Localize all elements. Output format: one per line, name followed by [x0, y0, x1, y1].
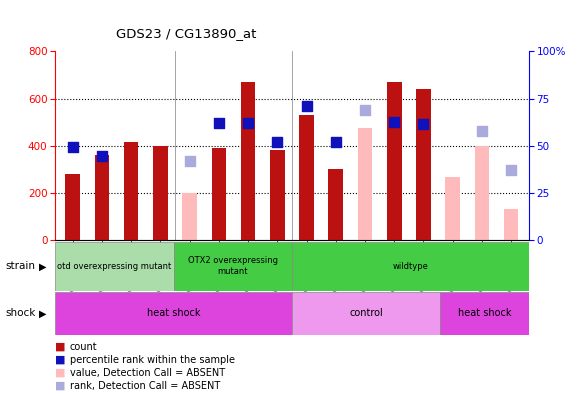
Text: ■: ■: [55, 381, 66, 391]
Bar: [328, 169, 343, 240]
Text: ▶: ▶: [39, 261, 46, 271]
Bar: [416, 89, 431, 240]
Bar: [440, 292, 529, 335]
Text: heat shock: heat shock: [458, 308, 511, 318]
Point: [507, 167, 516, 173]
Bar: [124, 142, 138, 240]
Text: percentile rank within the sample: percentile rank within the sample: [70, 354, 235, 365]
Point: [214, 120, 224, 126]
Text: shock: shock: [6, 308, 36, 318]
Point: [331, 139, 340, 145]
Bar: [241, 82, 256, 240]
Bar: [174, 242, 292, 291]
Bar: [66, 174, 80, 240]
Bar: [504, 209, 518, 240]
Text: value, Detection Call = ABSENT: value, Detection Call = ABSENT: [70, 367, 225, 378]
Point: [243, 120, 253, 126]
Text: control: control: [349, 308, 383, 318]
Text: OTX2 overexpressing
mutant: OTX2 overexpressing mutant: [188, 256, 278, 276]
Point: [419, 121, 428, 128]
Point: [302, 103, 311, 109]
Bar: [55, 292, 292, 335]
Text: heat shock: heat shock: [147, 308, 200, 318]
Point: [68, 143, 77, 150]
Text: wildtype: wildtype: [392, 262, 428, 271]
Text: otd overexpressing mutant: otd overexpressing mutant: [58, 262, 171, 271]
Bar: [95, 155, 109, 240]
Bar: [153, 145, 168, 240]
Bar: [387, 82, 401, 240]
Text: strain: strain: [6, 261, 36, 271]
Text: ■: ■: [55, 354, 66, 365]
Bar: [446, 177, 460, 240]
Point: [97, 153, 106, 159]
Point: [360, 107, 370, 113]
Text: rank, Detection Call = ABSENT: rank, Detection Call = ABSENT: [70, 381, 220, 391]
Point: [272, 139, 282, 145]
Bar: [475, 145, 489, 240]
Point: [478, 128, 487, 135]
Point: [185, 158, 194, 164]
Bar: [55, 242, 174, 291]
Bar: [182, 192, 197, 240]
Bar: [211, 148, 226, 240]
Bar: [358, 128, 372, 240]
Text: ■: ■: [55, 367, 66, 378]
Bar: [292, 292, 440, 335]
Bar: [299, 115, 314, 240]
Point: [390, 119, 399, 125]
Text: GDS23 / CG13890_at: GDS23 / CG13890_at: [116, 27, 257, 40]
Bar: [292, 242, 529, 291]
Bar: [270, 150, 285, 240]
Text: ■: ■: [55, 341, 66, 352]
Text: ▶: ▶: [39, 308, 46, 318]
Text: count: count: [70, 341, 98, 352]
